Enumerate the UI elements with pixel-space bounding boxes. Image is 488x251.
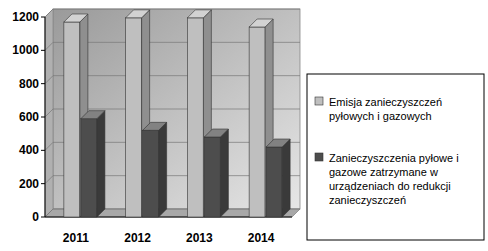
chart: 0 200 400 600 800 1000 1200 2011 2012 2013 2014 Emi…	[0, 0, 488, 251]
bar-front	[126, 18, 142, 217]
legend-line: Emisja zanieczyszczeń	[329, 96, 442, 108]
bar-front	[64, 22, 80, 217]
bar-top	[64, 14, 88, 22]
bar-side	[220, 129, 228, 217]
bar-side	[97, 111, 105, 217]
bar-top	[204, 129, 228, 137]
bar-top	[81, 111, 105, 119]
tick-label: 200	[19, 177, 39, 191]
tick-label: 1000	[12, 43, 39, 57]
legend-swatch	[315, 97, 323, 105]
tick-label: 0	[32, 210, 39, 224]
bar-front	[204, 137, 220, 217]
category-label: 2014	[248, 231, 275, 245]
bar	[81, 111, 105, 217]
tick-label: 1200	[12, 10, 39, 24]
bar	[204, 129, 228, 217]
bar-front	[81, 119, 97, 217]
bar-top	[187, 10, 211, 18]
legend-label: Emisja zanieczyszczeń pyłowych i gazowych	[329, 96, 442, 122]
bar-side	[159, 122, 167, 217]
tick-mark	[41, 183, 45, 184]
legend-line: urządzeniach do redukcji	[329, 180, 451, 192]
bar-top	[126, 10, 150, 18]
legend-line: Zanieczyszczenia pyłowe i	[329, 152, 459, 164]
legend-swatch	[315, 153, 323, 161]
bar-top	[249, 19, 273, 27]
legend-line: pyłowych i gazowych	[329, 110, 432, 122]
tick-mark	[41, 83, 45, 84]
tick-mark	[41, 17, 45, 18]
tick-mark	[41, 50, 45, 51]
legend-line: zanieczyszczeń	[329, 194, 406, 206]
tick-label: 400	[19, 143, 39, 157]
legend-box	[307, 74, 484, 240]
category-label: 2013	[186, 231, 213, 245]
bar-side	[282, 139, 290, 217]
bar	[266, 139, 290, 217]
bar-front	[266, 147, 282, 217]
tick-label: 600	[19, 110, 39, 124]
bar	[143, 122, 167, 217]
y-axis	[45, 17, 46, 217]
category-label: 2012	[124, 231, 151, 245]
bar-front	[143, 130, 159, 217]
bar-front	[249, 27, 265, 217]
tick-mark	[41, 217, 45, 218]
bar-front	[187, 18, 203, 217]
category-label: 2011	[63, 231, 89, 245]
tick-mark	[41, 117, 45, 118]
tick-label: 800	[19, 77, 39, 91]
bars	[64, 10, 290, 217]
legend-label: Zanieczyszczenia pyłowe i gazowe zatrzyma…	[329, 152, 459, 206]
tick-mark	[41, 150, 45, 151]
bar-top	[266, 139, 290, 147]
legend-line: gazowe zatrzymane w	[329, 166, 438, 178]
bar-top	[143, 122, 167, 130]
